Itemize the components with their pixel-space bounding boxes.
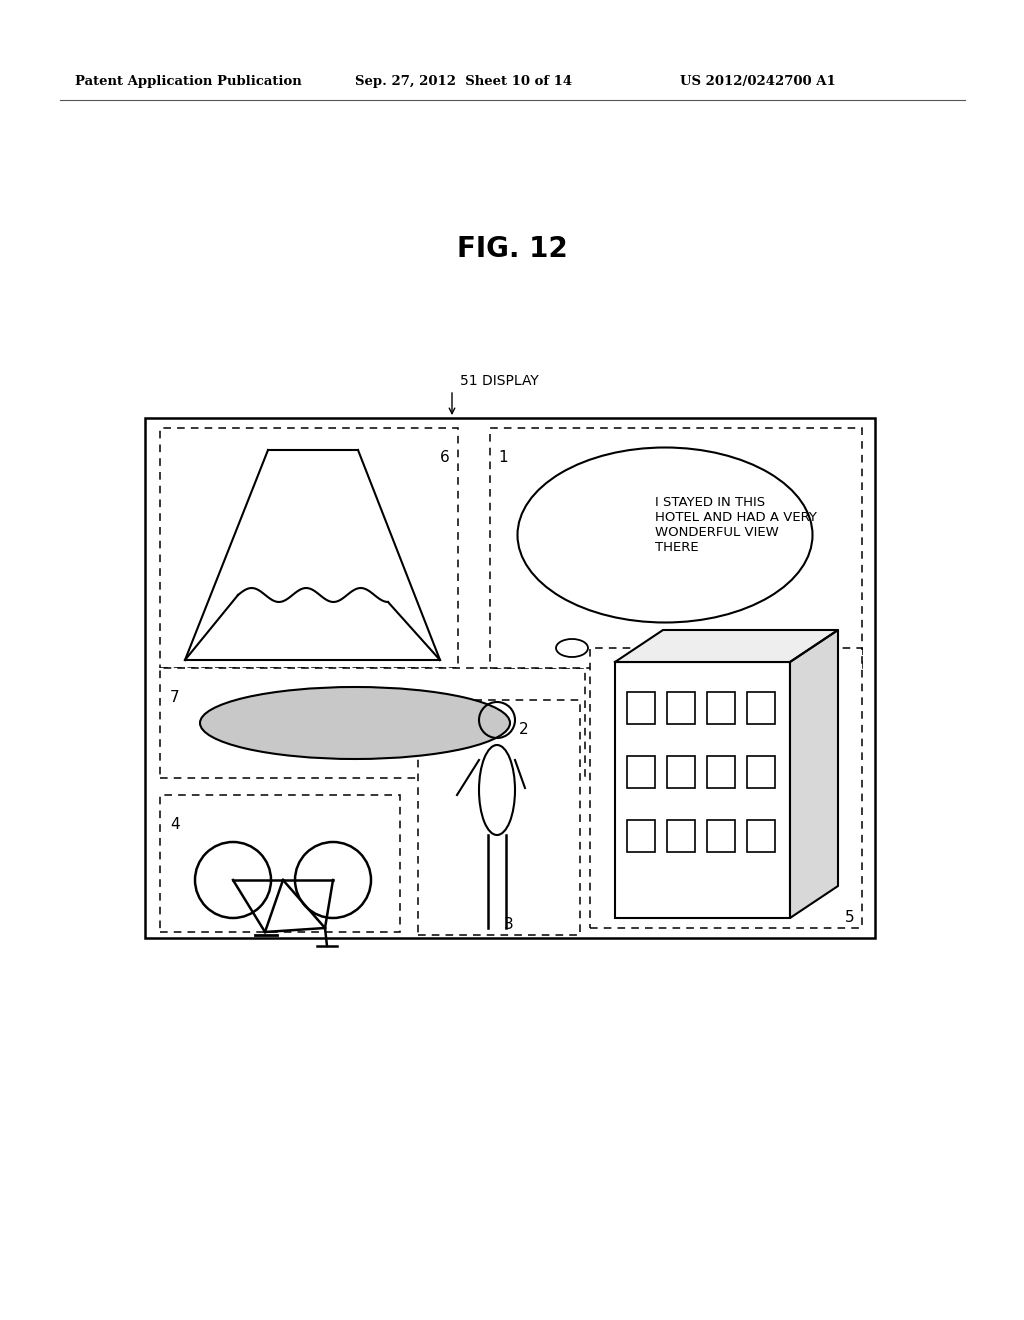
Bar (746, 820, 775, 851)
Ellipse shape (479, 744, 515, 836)
Bar (627, 756, 655, 788)
Ellipse shape (200, 686, 510, 759)
Text: Sep. 27, 2012  Sheet 10 of 14: Sep. 27, 2012 Sheet 10 of 14 (355, 75, 572, 88)
Bar (627, 692, 655, 723)
Text: Patent Application Publication: Patent Application Publication (75, 75, 302, 88)
Bar (667, 692, 695, 723)
Bar (418, 700, 580, 935)
Text: 7: 7 (170, 690, 179, 705)
Ellipse shape (517, 447, 812, 623)
Text: 51 DISPLAY: 51 DISPLAY (460, 374, 539, 388)
Text: I STAYED IN THIS
HOTEL AND HAD A VERY
WONDERFUL VIEW
THERE: I STAYED IN THIS HOTEL AND HAD A VERY WO… (655, 496, 817, 554)
Bar (667, 756, 695, 788)
Bar (160, 795, 400, 932)
Bar (160, 668, 585, 777)
Bar (145, 418, 874, 939)
Text: 1: 1 (498, 450, 508, 465)
Bar (160, 428, 458, 668)
Bar (667, 820, 695, 851)
Bar (615, 663, 790, 917)
Text: US 2012/0242700 A1: US 2012/0242700 A1 (680, 75, 836, 88)
Bar (590, 648, 862, 928)
Text: 3: 3 (504, 917, 514, 932)
Text: 5: 5 (845, 909, 854, 925)
Bar (707, 820, 735, 851)
Bar (627, 820, 655, 851)
Text: 4: 4 (170, 817, 179, 832)
Text: 2: 2 (519, 722, 528, 737)
Text: 6: 6 (440, 450, 450, 465)
Bar (707, 756, 735, 788)
Polygon shape (790, 630, 838, 917)
Bar (490, 428, 862, 668)
Bar (746, 692, 775, 723)
Bar (707, 692, 735, 723)
Ellipse shape (556, 639, 588, 657)
Text: FIG. 12: FIG. 12 (457, 235, 567, 263)
Polygon shape (615, 630, 838, 663)
Bar (746, 756, 775, 788)
